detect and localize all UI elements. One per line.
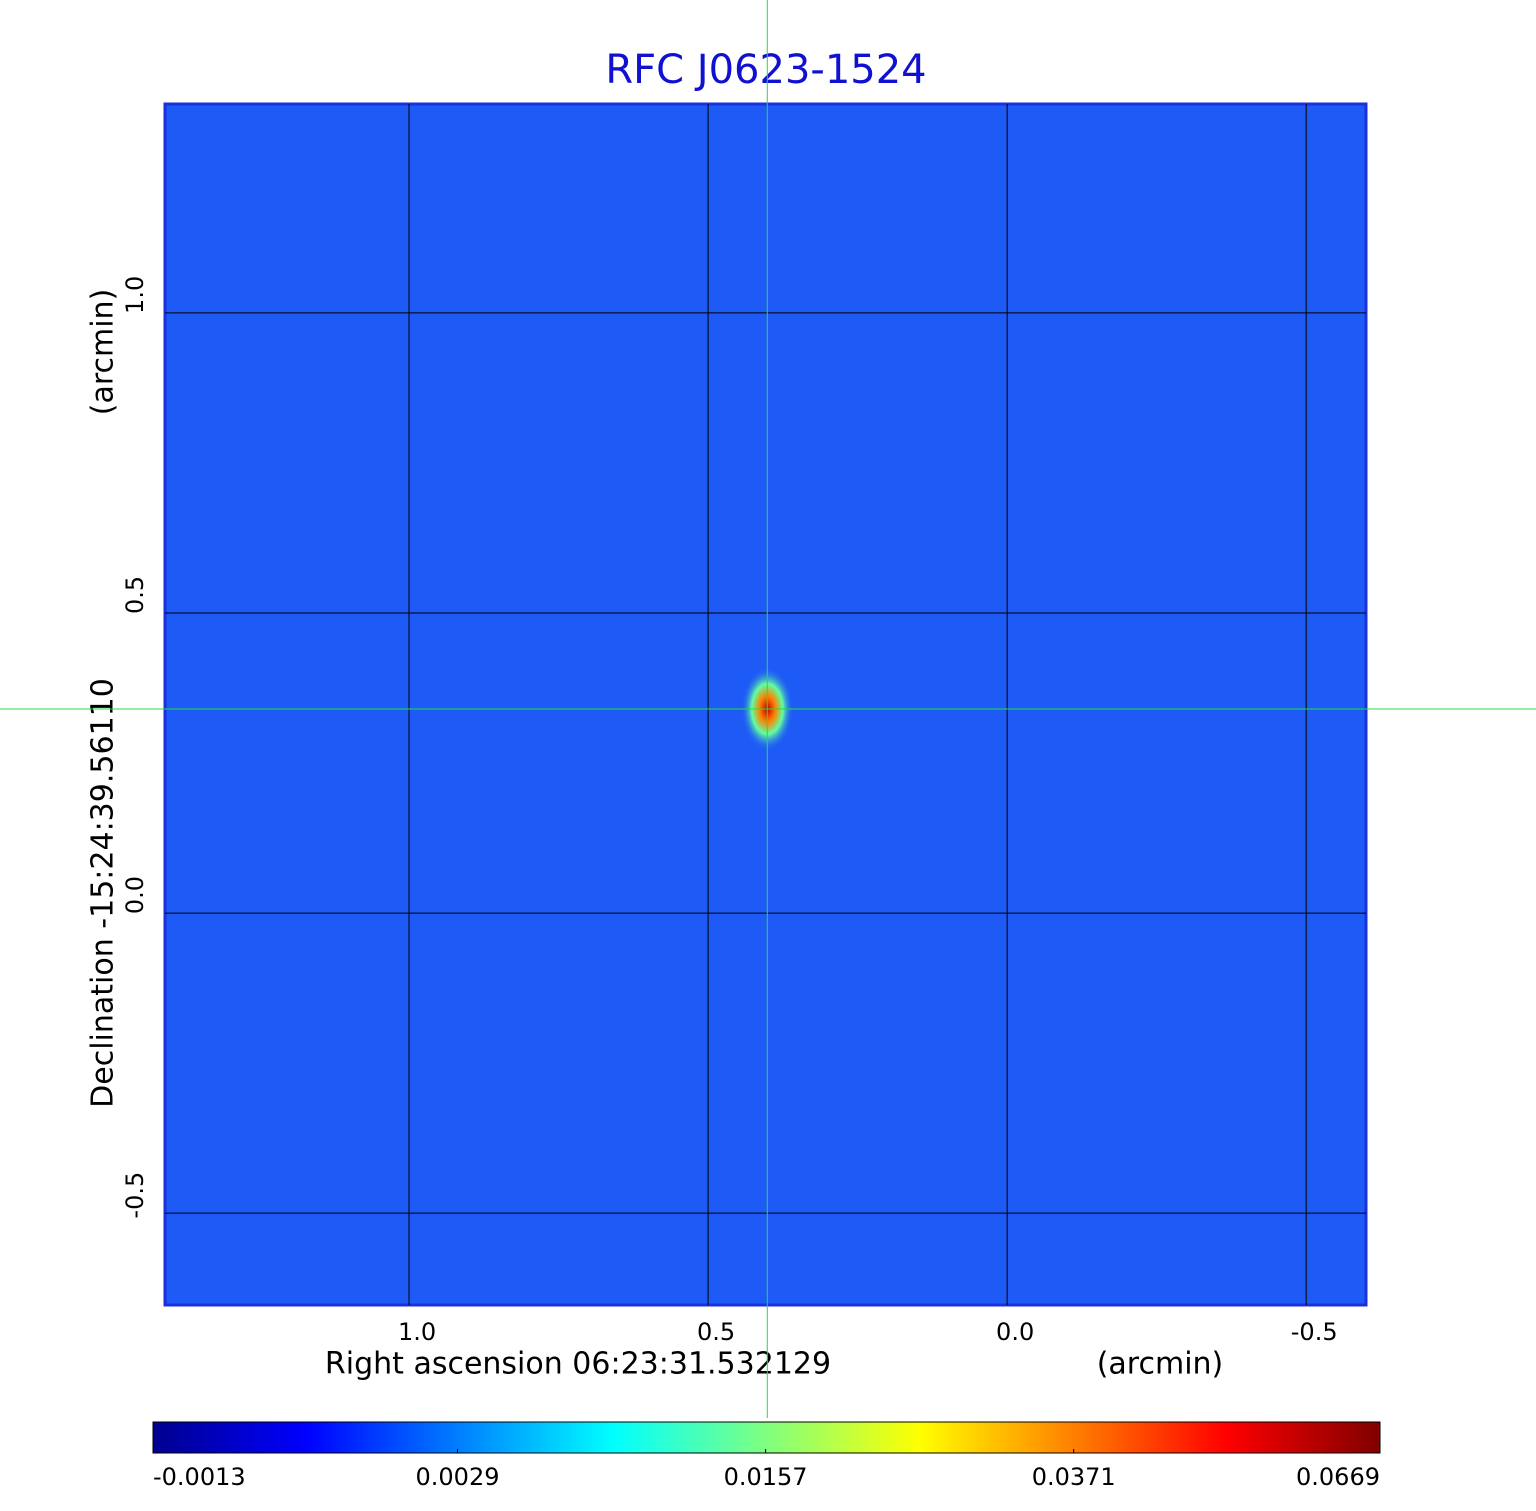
y-axis-label: Declination -15:24:39.56110 [86,678,121,1108]
y-tick-label: -0.5 [121,1172,149,1219]
x-tick-label: 0.0 [996,1318,1034,1346]
y-tick-label: 1.0 [121,276,149,314]
x-tick-label: -0.5 [1291,1318,1338,1346]
colorbar-tick-label: -0.0013 [153,1463,246,1491]
colorbar [152,1421,1381,1454]
x-tick-label: 1.0 [398,1318,436,1346]
colorbar-tick-label: 0.0669 [1296,1463,1380,1491]
y-tick-label: 0.5 [121,576,149,614]
colorbar-tick-label: 0.0029 [416,1463,500,1491]
x-axis-label: Right ascension 06:23:31.532129 [325,1347,831,1382]
colorbar-tick-label: 0.0371 [1032,1463,1116,1491]
x-axis-unit: (arcmin) [1097,1347,1224,1382]
y-axis-unit: (arcmin) [86,289,121,416]
colorbar-tick-label: 0.0157 [724,1463,808,1491]
y-tick-label: 0.0 [121,876,149,914]
x-tick-label: 0.5 [697,1318,735,1346]
chart-title: RFC J0623-1524 [605,47,926,93]
